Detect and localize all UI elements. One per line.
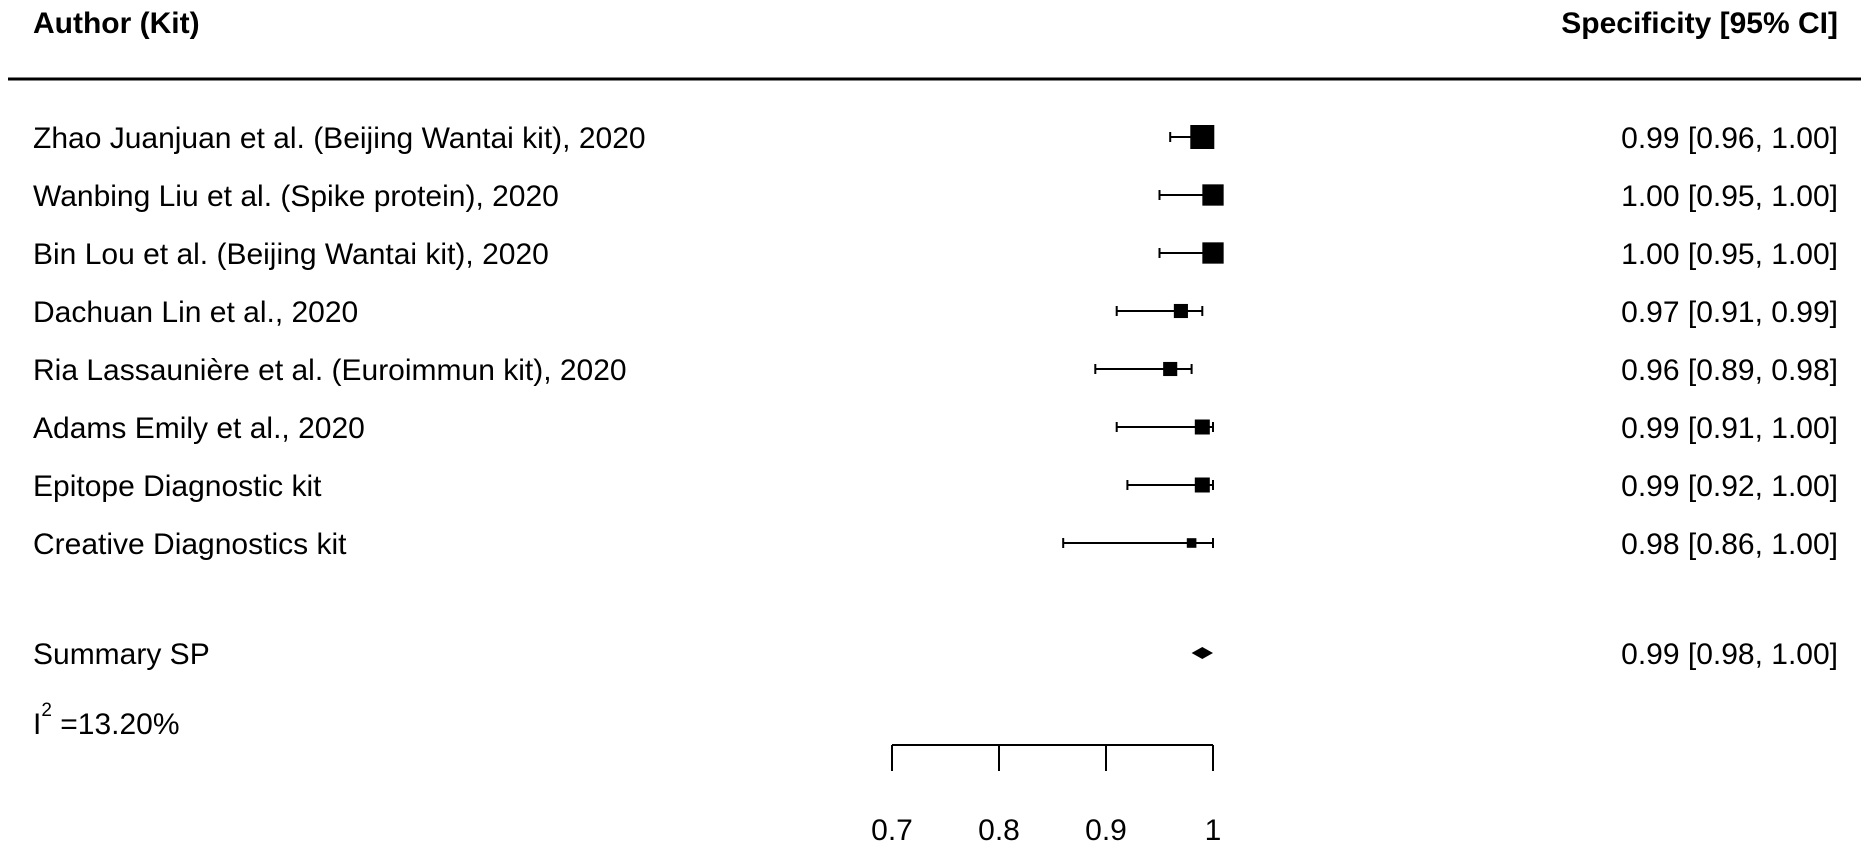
study-row: Bin Lou et al. (Beijing Wantai kit), 202…	[33, 238, 1838, 271]
study-row: Ria Lassaunière et al. (Euroimmun kit), …	[33, 354, 1838, 387]
summary-label: Summary SP	[33, 638, 210, 671]
point-estimate	[1202, 242, 1224, 264]
header-author-kit: Author (Kit)	[33, 7, 200, 40]
study-ci-text: 0.99 [0.92, 1.00]	[1621, 470, 1838, 503]
study-label: Bin Lou et al. (Beijing Wantai kit), 202…	[33, 238, 549, 271]
summary-ci-text: 0.99 [0.98, 1.00]	[1621, 638, 1838, 671]
study-label: Adams Emily et al., 2020	[33, 412, 365, 445]
study-row: Epitope Diagnostic kit 0.99 [0.92, 1.00]	[33, 470, 1838, 503]
study-label: Epitope Diagnostic kit	[33, 470, 322, 503]
point-estimate	[1194, 477, 1210, 493]
study-row: Dachuan Lin et al., 2020 0.97 [0.91, 0.99…	[33, 296, 1838, 329]
x-tick-label: 1	[1205, 814, 1222, 845]
study-ci-text: 1.00 [0.95, 1.00]	[1621, 180, 1838, 213]
point-estimate	[1194, 419, 1210, 435]
point-estimate	[1202, 184, 1224, 206]
study-rows: Zhao Juanjuan et al. (Beijing Wantai kit…	[33, 122, 1838, 561]
study-ci-text: 1.00 [0.95, 1.00]	[1621, 238, 1838, 271]
x-tick-label: 0.9	[1085, 814, 1127, 845]
study-label: Zhao Juanjuan et al. (Beijing Wantai kit…	[33, 122, 646, 155]
study-ci-text: 0.96 [0.89, 0.98]	[1621, 354, 1838, 387]
study-label: Dachuan Lin et al., 2020	[33, 296, 358, 329]
study-ci-text: 0.99 [0.91, 1.00]	[1621, 412, 1838, 445]
study-ci-text: 0.99 [0.96, 1.00]	[1621, 122, 1838, 155]
x-axis: 0.7 0.8 0.9 1	[871, 744, 1222, 845]
study-row: Zhao Juanjuan et al. (Beijing Wantai kit…	[33, 122, 1838, 155]
point-estimate	[1173, 303, 1188, 319]
summary-row: Summary SP 0.99 [0.98, 1.00]	[33, 638, 1838, 671]
point-estimate	[1190, 125, 1215, 149]
header-specificity-ci: Specificity [95% CI]	[1561, 7, 1838, 40]
study-row: Adams Emily et al., 2020 0.99 [0.91, 1.00…	[33, 412, 1838, 445]
study-label: Creative Diagnostics kit	[33, 528, 347, 561]
study-row: Wanbing Liu et al. (Spike protein), 2020…	[33, 180, 1838, 213]
x-tick-label: 0.8	[978, 814, 1020, 845]
study-ci-text: 0.97 [0.91, 0.99]	[1621, 296, 1838, 329]
study-label: Wanbing Liu et al. (Spike protein), 2020	[33, 180, 559, 213]
study-row: Creative Diagnostics kit 0.98 [0.86, 1.00…	[33, 528, 1838, 561]
heterogeneity-i2: I2 =13.20%	[33, 700, 180, 741]
point-estimate	[1163, 361, 1178, 377]
summary-diamond	[1191, 647, 1213, 659]
x-tick-label: 0.7	[871, 814, 913, 845]
point-estimate	[1186, 538, 1197, 548]
study-label: Ria Lassaunière et al. (Euroimmun kit), …	[33, 354, 627, 387]
study-ci-text: 0.98 [0.86, 1.00]	[1621, 528, 1838, 561]
